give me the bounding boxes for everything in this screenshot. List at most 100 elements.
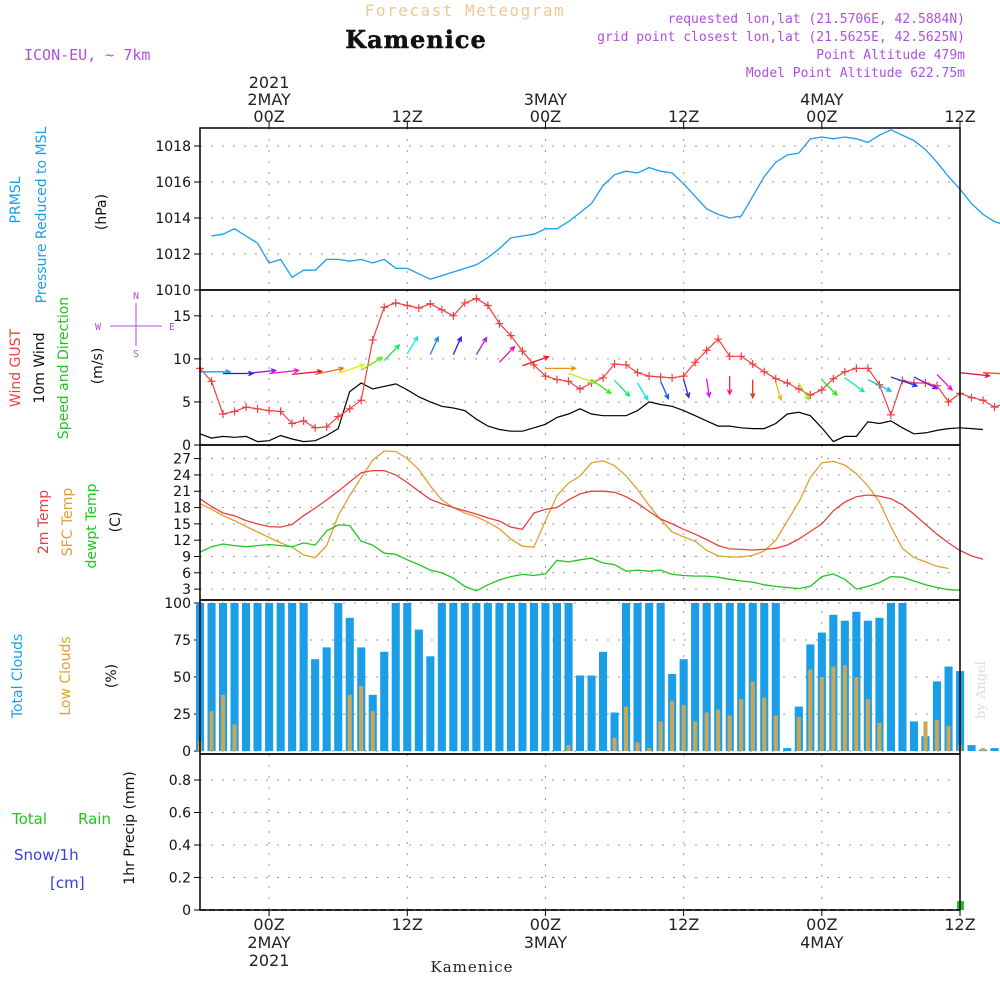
bottom-tick-label: 12Z <box>392 915 423 934</box>
total-cloud-bar <box>460 603 469 752</box>
low-cloud-bar <box>693 721 698 751</box>
dewpoint-line <box>199 524 961 592</box>
total-cloud-bar <box>483 603 492 752</box>
gust-marker <box>242 403 251 412</box>
low-cloud-bar <box>739 699 744 751</box>
low-cloud-bar <box>796 717 801 752</box>
y-tick-label: 0.2 <box>169 871 191 887</box>
gust-marker <box>863 364 872 373</box>
low-cloud-bar <box>923 721 928 751</box>
gust-marker <box>645 372 654 381</box>
low-cloud-bar <box>624 706 629 751</box>
gust-marker <box>518 347 527 356</box>
y-tick-label: 0.8 <box>169 773 191 789</box>
wind-arrow <box>269 368 301 375</box>
gust-marker <box>852 364 861 373</box>
gust-marker <box>979 396 988 405</box>
low-cloud-bar <box>934 719 939 751</box>
wind-arrow <box>429 335 439 355</box>
top-tick-label: 00Z <box>806 107 837 126</box>
y-tick-label: 21 <box>173 484 191 500</box>
gust-marker <box>460 298 469 307</box>
total-cloud-bar <box>645 603 654 752</box>
gust-marker <box>437 305 446 314</box>
y-tick-label: 24 <box>173 468 191 484</box>
gust-marker <box>322 422 331 431</box>
gust-marker <box>829 374 838 383</box>
low-cloud-bar <box>865 699 870 751</box>
total-cloud-bar <box>311 659 320 751</box>
compass-s: S <box>133 349 139 360</box>
total-cloud-bar <box>437 603 446 752</box>
gust-marker <box>495 319 504 328</box>
total-cloud-bar <box>944 666 953 751</box>
total-cloud-bar <box>622 603 631 752</box>
bottom-tick-label: 4MAY <box>800 933 844 952</box>
low-cloud-bar <box>808 669 813 751</box>
compass-e: E <box>169 322 175 333</box>
gust-marker <box>691 358 700 367</box>
wind-arrow <box>637 382 649 402</box>
wind-arrow <box>475 336 488 355</box>
y-tick-label: 9 <box>182 549 191 565</box>
total-cloud-bar <box>345 617 354 752</box>
total-cloud-bar <box>737 603 746 752</box>
signature: by Angel <box>974 661 989 719</box>
total-cloud-bar <box>242 603 251 752</box>
point-altitude: Point Altitude 479m <box>816 48 965 63</box>
total-cloud-bar <box>898 603 907 752</box>
top-tick-label: 4MAY <box>800 90 844 109</box>
gust-marker <box>817 385 826 394</box>
total-cloud-bar <box>207 603 216 752</box>
wind-arrow <box>705 378 712 399</box>
low-cloud-bar <box>704 712 709 751</box>
gust-marker <box>794 385 803 394</box>
y-tick-label: 15 <box>173 517 191 533</box>
wind-arrow <box>614 379 631 398</box>
wind-arrow <box>452 335 462 355</box>
wind-arrow <box>383 343 401 362</box>
gust-marker <box>253 404 262 413</box>
total-cloud-bar <box>633 603 642 752</box>
low-cloud-bar <box>635 742 640 752</box>
low-cloud-bar <box>762 697 767 751</box>
wind-legend-gust: Wind GUST <box>8 328 24 407</box>
total-cloud-bar <box>541 603 550 752</box>
gust-marker <box>564 377 573 386</box>
total-cloud-bar <box>276 603 285 752</box>
wind-arrow <box>867 379 893 392</box>
low-cloud-bar <box>819 677 824 751</box>
bottom-tick-label: 00Z <box>806 915 837 934</box>
y-tick-label: 0 <box>182 903 191 919</box>
total-cloud-bar <box>230 603 239 752</box>
bottom-tick-label: 00Z <box>530 915 561 934</box>
gust-marker <box>345 404 354 413</box>
pressure-panel: 1010 1012 1014 1016 1018 <box>155 128 1000 299</box>
total-cloud-bar <box>576 675 585 751</box>
low-cloud-bar <box>946 725 951 752</box>
total-cloud-bar <box>771 603 780 752</box>
top-tick-label: 12Z <box>392 107 423 126</box>
y-tick-label: 0 <box>182 744 191 760</box>
footer-location: Kamenice <box>431 958 514 976</box>
compass-rose: N W E S <box>95 291 175 360</box>
y-tick-label: 1016 <box>155 175 191 191</box>
gust-marker <box>840 367 849 376</box>
wind-arrow <box>726 376 733 396</box>
gust-marker <box>414 304 423 313</box>
y-tick-label: 75 <box>173 633 191 649</box>
pressure-ylabel: (hPa) <box>94 194 110 230</box>
gust-marker <box>668 373 677 382</box>
gust-marker <box>576 385 584 394</box>
wind-arrow <box>545 365 578 372</box>
low-cloud-bar <box>221 694 226 752</box>
total-cloud-bar <box>529 603 538 752</box>
y-tick-label: 27 <box>173 452 191 468</box>
total-cloud-bar <box>472 603 481 752</box>
total-cloud-bar <box>288 603 297 752</box>
total-cloud-bar <box>610 712 619 751</box>
clouds-legend-low: Low Clouds <box>58 636 74 715</box>
total-cloud-bar <box>253 603 262 752</box>
